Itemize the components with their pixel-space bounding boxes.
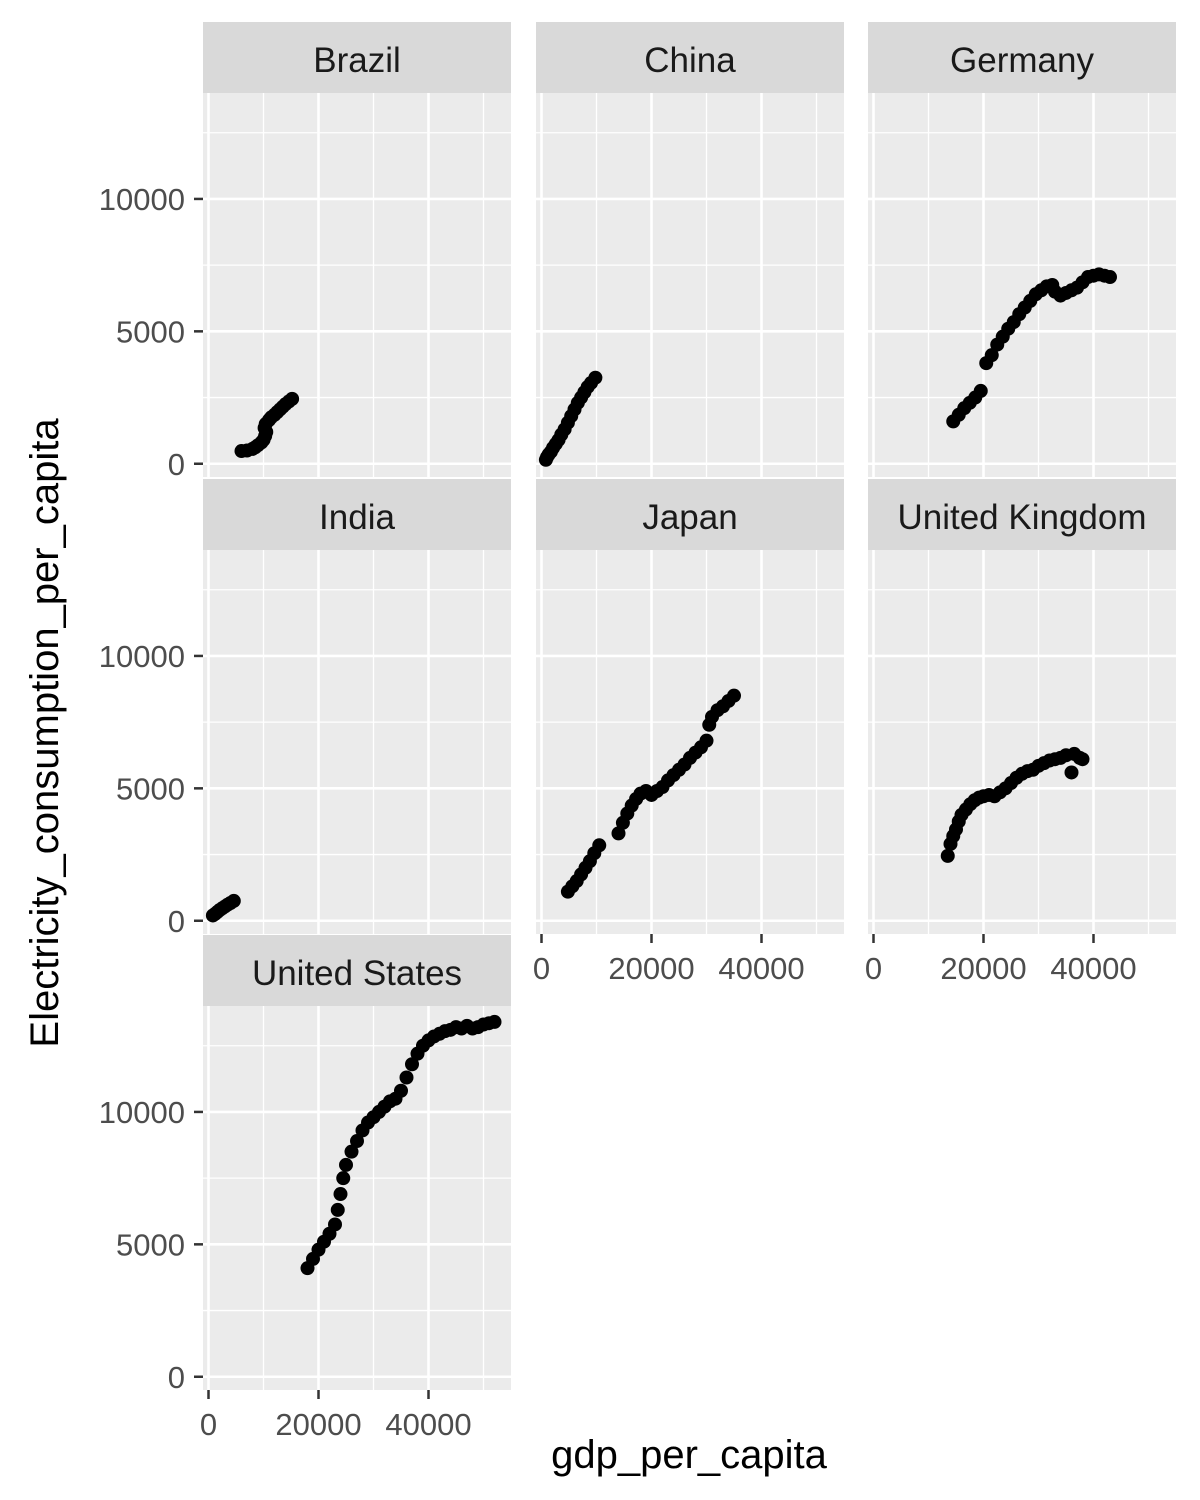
- data-point: [699, 733, 714, 748]
- y-tick-label: 0: [168, 447, 185, 482]
- data-point: [1075, 752, 1090, 767]
- data-point: [1064, 765, 1079, 780]
- facet-strip-label: United States: [252, 954, 462, 993]
- panel-background: [868, 550, 1176, 934]
- y-tick-label: 5000: [116, 771, 185, 806]
- panel-background: [868, 93, 1176, 477]
- x-tick-label: 20000: [608, 951, 694, 986]
- facet-strip-label: Japan: [642, 498, 737, 537]
- y-tick-label: 10000: [99, 1095, 185, 1130]
- data-point: [940, 848, 955, 863]
- data-point: [328, 1217, 342, 1232]
- panel-background: [203, 550, 511, 934]
- data-point: [330, 1202, 345, 1217]
- x-tick-label: 0: [200, 1407, 217, 1442]
- data-point: [611, 826, 626, 841]
- data-point: [984, 348, 999, 363]
- data-point: [339, 1157, 353, 1172]
- y-tick-label: 0: [168, 1360, 185, 1395]
- panel-background: [203, 93, 511, 477]
- y-tick-label: 0: [168, 904, 185, 939]
- facet-india: India 0 5000 10000: [99, 479, 511, 939]
- facet-strip-label: United Kingdom: [897, 498, 1146, 537]
- data-point: [973, 383, 988, 398]
- data-point: [405, 1057, 419, 1072]
- y-axis-title: Electricity_consumption_per_capita: [23, 418, 67, 1048]
- y-tick-label: 10000: [99, 639, 185, 674]
- data-point: [1103, 270, 1117, 285]
- facet-china: China: [536, 22, 844, 477]
- x-axis-title: gdp_per_capita: [551, 1433, 828, 1477]
- facet-strip-label: Germany: [950, 41, 1094, 80]
- facet-strip: [536, 479, 844, 550]
- y-tick-label: 5000: [116, 1227, 185, 1262]
- x-tick-label: 40000: [718, 951, 804, 986]
- facet-panels: Brazil 0 5000 10000 China Germany India 0 5000 10…: [99, 22, 1176, 1442]
- x-tick-label: 20000: [275, 1407, 361, 1442]
- facet-united-kingdom: United Kingdom 0 20000 40000: [865, 479, 1176, 986]
- x-tick-label: 40000: [385, 1407, 471, 1442]
- x-tick-label: 0: [865, 951, 882, 986]
- x-tick-label: 20000: [940, 951, 1026, 986]
- facet-strip: [203, 479, 511, 550]
- panel-background: [536, 93, 844, 477]
- data-point: [487, 1014, 502, 1029]
- data-point: [226, 893, 241, 908]
- panel-background: [203, 1006, 511, 1390]
- data-point: [285, 391, 300, 406]
- data-point: [588, 370, 603, 385]
- facet-germany: Germany: [868, 22, 1176, 477]
- data-point: [394, 1083, 408, 1098]
- data-point: [333, 1187, 348, 1202]
- data-point: [399, 1070, 414, 1085]
- y-tick-label: 5000: [116, 314, 185, 349]
- facet-strip-label: Brazil: [313, 41, 401, 80]
- facet-strip: [868, 22, 1176, 93]
- y-tick-label: 10000: [99, 182, 185, 217]
- facet-united-states: United States 0 5000 10000 0 20000 40000: [99, 935, 511, 1442]
- facet-strip-label: China: [644, 41, 736, 80]
- data-point: [727, 688, 741, 703]
- facet-strip: [536, 22, 844, 93]
- facet-brazil: Brazil 0 5000 10000: [99, 22, 511, 482]
- facet-strip: [203, 935, 511, 1006]
- x-tick-label: 0: [533, 951, 550, 986]
- facet-strip: [203, 22, 511, 93]
- facet-strip-label: India: [319, 498, 395, 537]
- facet-japan: Japan 0 20000 40000: [533, 479, 844, 986]
- data-point: [336, 1171, 351, 1186]
- facet-strip: [868, 479, 1176, 550]
- x-tick-label: 40000: [1050, 951, 1136, 986]
- data-point: [344, 1144, 359, 1159]
- data-point: [592, 838, 607, 853]
- data-point: [350, 1134, 364, 1149]
